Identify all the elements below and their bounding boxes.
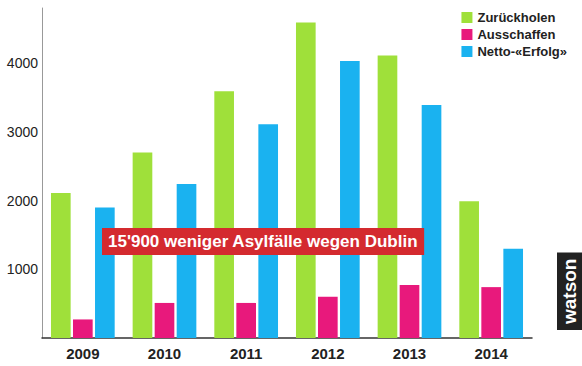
svg-text:2009: 2009 — [66, 345, 99, 362]
svg-text:1000: 1000 — [7, 261, 38, 277]
svg-text:15'900 weniger Asylfälle wegen: 15'900 weniger Asylfälle wegen Dublin — [108, 232, 418, 251]
svg-text:2014: 2014 — [474, 345, 508, 362]
svg-text:2013: 2013 — [393, 345, 426, 362]
svg-text:2012: 2012 — [311, 345, 344, 362]
svg-text:Netto-«Erfolg»: Netto-«Erfolg» — [477, 44, 567, 59]
svg-text:3000: 3000 — [7, 124, 38, 140]
svg-text:Ausschaffen: Ausschaffen — [477, 27, 555, 42]
svg-text:Zurückholen: Zurückholen — [477, 10, 555, 25]
svg-text:4000: 4000 — [7, 55, 38, 71]
svg-text:2010: 2010 — [148, 345, 181, 362]
svg-text:watson: watson — [559, 259, 580, 325]
svg-text:2011: 2011 — [230, 345, 263, 362]
svg-text:2000: 2000 — [7, 193, 38, 209]
